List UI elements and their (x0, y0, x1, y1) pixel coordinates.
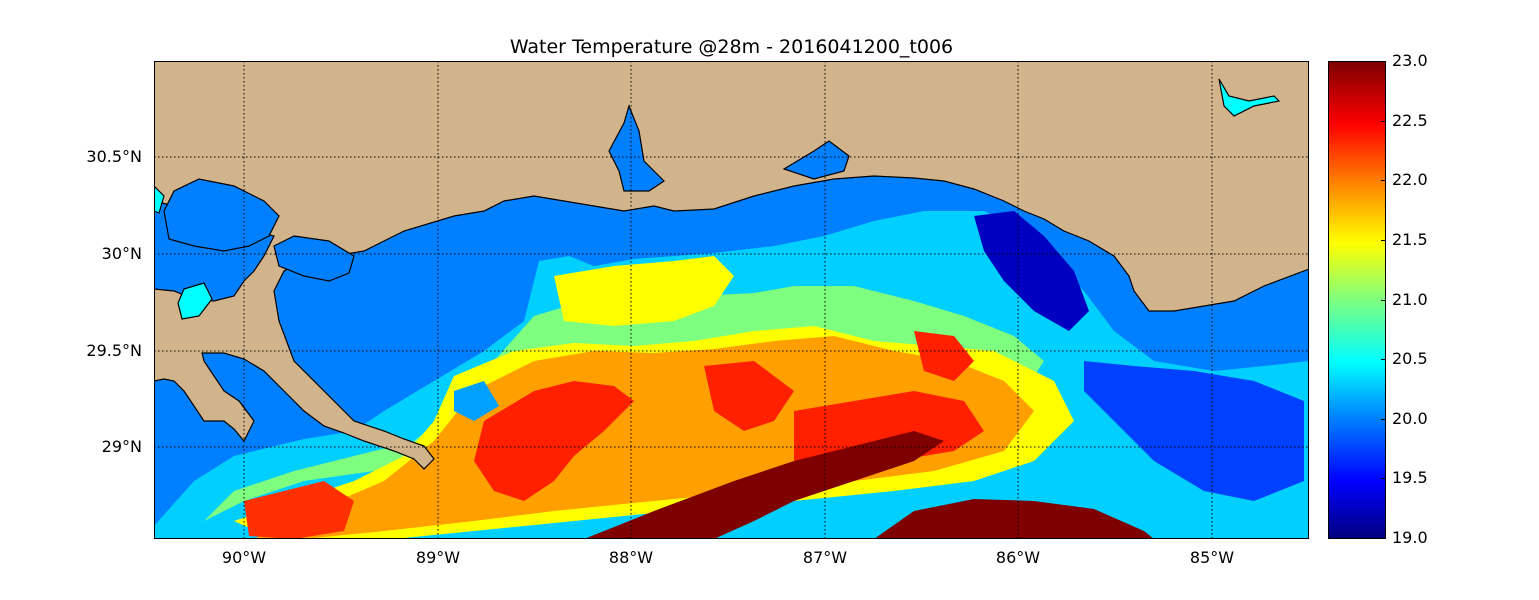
colorbar-label-22.5: 22.5 (1392, 111, 1428, 130)
colorbar-tick (1381, 180, 1386, 181)
lon-label-89w: 89°W (415, 548, 461, 567)
map-title: Water Temperature @28m - 2016041200_t006 (509, 36, 954, 58)
lat-label-29.5: 29.5°N (86, 341, 142, 360)
colorbar-label-20.5: 20.5 (1392, 349, 1428, 368)
lon-label-90w: 90°W (221, 548, 267, 567)
colorbar-tick (1381, 419, 1386, 420)
gridlines (154, 61, 1309, 539)
lon-label-86w: 86°W (995, 548, 1041, 567)
colorbar-label-23.0: 23.0 (1392, 51, 1428, 70)
lon-label-85w: 85°W (1189, 548, 1235, 567)
colorbar-tick (1381, 538, 1386, 539)
lat-label-30: 30°N (101, 244, 142, 263)
colorbar-label-19.0: 19.0 (1392, 528, 1428, 547)
lat-label-29: 29°N (101, 437, 142, 456)
lon-label-88w: 88°W (608, 548, 654, 567)
land (153, 60, 1310, 470)
lon-label-87w: 87°W (802, 548, 848, 567)
lat-label-30.5: 30.5°N (86, 147, 142, 166)
colorbar-tick (1381, 300, 1386, 301)
colorbar (1328, 61, 1386, 539)
colorbar-tick (1381, 61, 1386, 62)
colorbar-label-21.5: 21.5 (1392, 230, 1428, 249)
temperature-field (154, 211, 1309, 539)
map-border (154, 61, 1309, 539)
colorbar-tick (1381, 478, 1386, 479)
colorbar-label-20.0: 20.0 (1392, 409, 1428, 428)
map-area (153, 60, 1310, 539)
colorbar-tick (1381, 121, 1386, 122)
map-canvas (153, 60, 1310, 539)
colorbar-label-21.0: 21.0 (1392, 290, 1428, 309)
colorbar-tick (1381, 359, 1386, 360)
colorbar-tick (1381, 240, 1386, 241)
colorbar-label-19.5: 19.5 (1392, 468, 1428, 487)
colorbar-label-22.0: 22.0 (1392, 170, 1428, 189)
